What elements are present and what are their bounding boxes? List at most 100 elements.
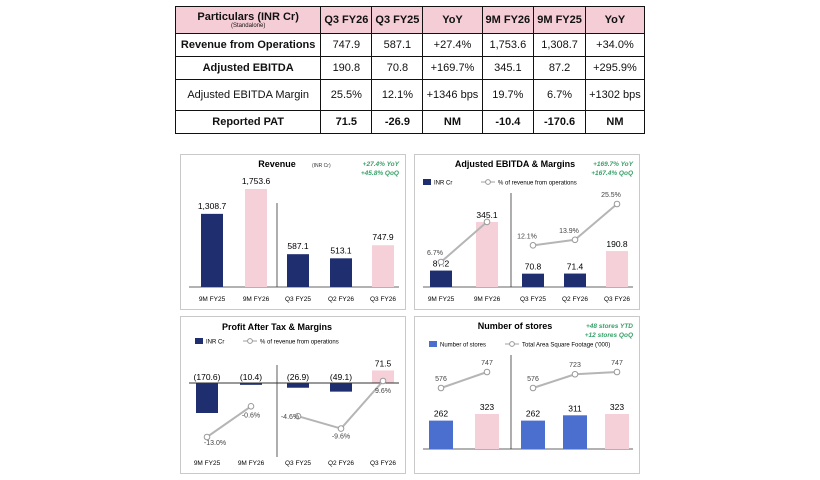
area-label: 747 bbox=[611, 360, 623, 367]
table-cell: 87.2 bbox=[533, 56, 586, 80]
table-cell: 19.7% bbox=[481, 79, 535, 111]
margin-point bbox=[203, 433, 211, 441]
area-point bbox=[437, 384, 445, 392]
tick-label: 9M FY25 bbox=[428, 296, 455, 303]
growth-label: +167.4% QoQ bbox=[591, 170, 633, 177]
bar bbox=[372, 245, 394, 287]
data-label: 513.1 bbox=[330, 245, 352, 255]
chart-title: Number of stores bbox=[478, 321, 553, 331]
col-header-particulars: Particulars (INR Cr) (Standalone) bbox=[174, 6, 322, 34]
table-cell: 70.8 bbox=[371, 56, 424, 80]
table-cell: NM bbox=[584, 110, 646, 134]
data-label: 262 bbox=[526, 409, 540, 419]
margin-point bbox=[294, 412, 302, 420]
margin-point bbox=[571, 236, 579, 244]
table-cell: 71.5 bbox=[320, 110, 373, 134]
data-label: 71.4 bbox=[567, 262, 584, 272]
table-cell: +1346 bps bbox=[422, 79, 483, 111]
area-point bbox=[571, 370, 579, 378]
margin-line-segment bbox=[574, 203, 618, 241]
bar bbox=[196, 383, 218, 413]
pat-chart: Profit After Tax & Margins INR Cr % of rev… bbox=[189, 322, 399, 467]
tick-label: Q3 FY26 bbox=[370, 296, 396, 303]
tick-label: Q2 FY26 bbox=[328, 296, 354, 303]
tick-label: Q3 FY25 bbox=[285, 460, 311, 467]
area-label: 576 bbox=[435, 376, 447, 383]
margin-label: -9.6% bbox=[332, 434, 350, 441]
data-label: (170.6) bbox=[194, 372, 221, 382]
col-header-yoy-9m: YoY bbox=[584, 6, 646, 34]
chart-unit-label: (INR Cr) bbox=[312, 163, 331, 169]
margin-point bbox=[529, 242, 537, 249]
data-label: 190.8 bbox=[606, 239, 628, 249]
bar bbox=[287, 383, 309, 388]
table-row: Reported PAT 71.5 -26.9 NM -10.4 -170.6 … bbox=[174, 110, 646, 134]
margin-label: 9.6% bbox=[375, 388, 391, 395]
table-cell: 190.8 bbox=[320, 56, 373, 80]
legend-marker bbox=[247, 338, 253, 344]
tick-label: 9M FY26 bbox=[474, 296, 501, 303]
growth-label: +169.7% YoY bbox=[593, 161, 634, 168]
table-cell: +169.7% bbox=[422, 56, 483, 80]
legend-swatch bbox=[423, 179, 431, 185]
bar bbox=[429, 420, 453, 449]
col-header-q3fy25: Q3 FY25 bbox=[371, 6, 424, 34]
margin-point bbox=[613, 200, 621, 208]
bar bbox=[330, 258, 352, 287]
revenue-chart: Revenue (INR Cr) +27.4% YoY +45.8% QoQ 1,308… bbox=[189, 159, 400, 303]
table-row: Revenue from Operations 747.9 587.1 +27.… bbox=[174, 33, 646, 57]
margin-label: 25.5% bbox=[601, 192, 621, 199]
col-header-9mfy25: 9M FY25 bbox=[533, 6, 586, 34]
ebitda-chart: Adjusted EBITDA & Margins +169.7% YoY +167… bbox=[423, 159, 634, 303]
bar bbox=[240, 383, 262, 385]
data-label: 71.5 bbox=[375, 358, 392, 368]
col-header-yoy-q: YoY bbox=[422, 6, 483, 34]
table-cell: 1,753.6 bbox=[481, 33, 535, 57]
legend-marker bbox=[485, 179, 491, 185]
margin-label: 6.7% bbox=[427, 250, 443, 257]
margin-line-segment bbox=[340, 380, 384, 430]
tick-label: Q3 FY25 bbox=[285, 296, 311, 303]
row-label: Revenue from Operations bbox=[174, 33, 322, 57]
table-cell: +1302 bps bbox=[584, 79, 646, 111]
margin-label: -13.0% bbox=[204, 440, 226, 447]
chart-title: Profit After Tax & Margins bbox=[222, 322, 332, 332]
bar bbox=[287, 254, 309, 287]
area-label: 723 bbox=[569, 362, 581, 369]
chart-title: Adjusted EBITDA & Margins bbox=[455, 159, 575, 169]
bar bbox=[475, 414, 499, 449]
table-cell: 345.1 bbox=[481, 56, 535, 80]
table-cell: +295.9% bbox=[584, 56, 646, 80]
row-label: Reported PAT bbox=[174, 110, 322, 134]
table-cell: 747.9 bbox=[320, 33, 373, 57]
data-label: 323 bbox=[480, 402, 494, 412]
margin-label: -0.6% bbox=[242, 412, 260, 419]
tick-label: 9M FY26 bbox=[243, 296, 270, 303]
table-cell: 6.7% bbox=[533, 79, 586, 111]
data-label: 345.1 bbox=[476, 210, 498, 220]
data-label: 262 bbox=[434, 409, 448, 419]
header-label: Particulars (INR Cr) bbox=[197, 11, 299, 23]
margin-label: -4.6% bbox=[281, 414, 299, 421]
ebitda-chart-panel: Adjusted EBITDA & Margins +169.7% YoY +167… bbox=[414, 154, 640, 310]
tick-label: Q3 FY26 bbox=[604, 296, 630, 303]
bar bbox=[330, 383, 352, 392]
table-cell: 25.5% bbox=[320, 79, 373, 111]
tick-label: Q3 FY26 bbox=[370, 460, 396, 467]
table-cell: -170.6 bbox=[533, 110, 586, 134]
margin-line-segment bbox=[532, 238, 576, 247]
legend-marker bbox=[509, 341, 515, 347]
growth-label: +48 stores YTD bbox=[586, 323, 633, 330]
data-label: 1,753.6 bbox=[242, 176, 271, 186]
table-cell: NM bbox=[422, 110, 483, 134]
margin-point bbox=[247, 402, 255, 410]
table-row: Adjusted EBITDA Margin 25.5% 12.1% +1346… bbox=[174, 79, 646, 111]
margin-label: 12.1% bbox=[517, 233, 537, 240]
margin-line-segment bbox=[297, 415, 342, 430]
tick-label: Q2 FY26 bbox=[562, 296, 588, 303]
bar bbox=[564, 273, 586, 287]
table-header-row: Particulars (INR Cr) (Standalone) Q3 FY26… bbox=[174, 6, 646, 34]
legend-label: % of revenue from operations bbox=[498, 181, 577, 187]
growth-label: +45.8% QoQ bbox=[361, 170, 399, 177]
data-label: (26.9) bbox=[287, 372, 309, 382]
